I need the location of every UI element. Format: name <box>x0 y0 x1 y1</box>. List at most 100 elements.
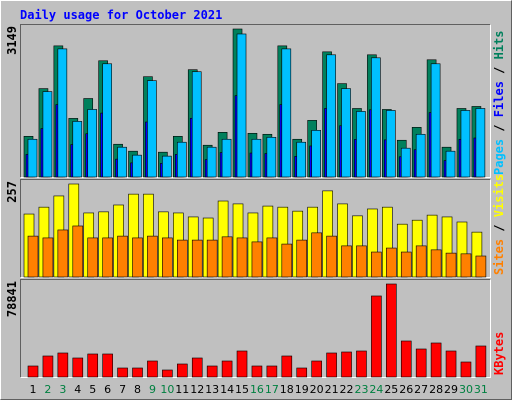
x-tick-label: 24 <box>369 383 383 396</box>
panel-frame-light <box>20 24 491 178</box>
bar <box>177 363 188 378</box>
x-tick-label: 5 <box>89 383 96 396</box>
bar <box>177 141 187 178</box>
bar <box>430 342 442 378</box>
bar <box>460 361 472 378</box>
bar <box>415 348 427 378</box>
bar <box>386 110 396 178</box>
bar <box>326 235 337 278</box>
bar <box>87 237 99 278</box>
x-tick-label: 1 <box>30 383 37 396</box>
bar <box>236 350 248 378</box>
bar <box>102 237 113 278</box>
bar <box>251 138 262 178</box>
bar <box>191 239 203 278</box>
x-tick-label: 17 <box>265 383 279 396</box>
bar <box>221 138 232 178</box>
x-tick-label: 26 <box>399 383 413 396</box>
x-tick-label: 2 <box>44 383 51 396</box>
bar <box>341 245 352 278</box>
bar <box>72 121 83 178</box>
bar <box>117 146 127 178</box>
x-tick-label: 12 <box>190 383 204 396</box>
x-tick-label: 8 <box>134 383 141 396</box>
bar <box>341 351 352 378</box>
bar <box>206 365 218 378</box>
bar <box>27 365 39 378</box>
x-tick-label: 30 <box>459 383 473 396</box>
legend-entry: Hits <box>492 30 506 59</box>
bar <box>87 109 98 178</box>
x-tick-label: 6 <box>104 383 111 396</box>
bar <box>460 110 471 178</box>
x-tick-label: 18 <box>280 383 294 396</box>
legend-entry: Sites <box>492 239 506 275</box>
bar <box>400 251 412 278</box>
panel-frame-dark <box>20 279 491 378</box>
x-tick-label: 27 <box>414 383 428 396</box>
bar <box>57 352 69 378</box>
bar <box>57 48 68 178</box>
x-tick-label: 4 <box>74 383 81 396</box>
y-tick-label: 78841 <box>5 281 19 317</box>
chart-title: Daily usage for October 2021 <box>20 8 222 22</box>
bar <box>117 235 128 278</box>
x-tick-label: 31 <box>474 383 488 396</box>
bar <box>162 237 173 278</box>
bar <box>266 365 278 378</box>
x-tick-label: 9 <box>149 383 156 396</box>
bar <box>177 239 188 278</box>
bar <box>445 252 457 278</box>
legend-entry: Pages <box>492 139 506 175</box>
x-tick-label: 20 <box>310 383 324 396</box>
x-tick-label: 7 <box>119 383 126 396</box>
bar <box>371 295 382 378</box>
bar <box>430 249 442 278</box>
bar <box>371 251 382 278</box>
bar <box>42 355 54 378</box>
bar <box>72 357 84 378</box>
bar <box>42 91 53 178</box>
x-tick-label: 3 <box>59 383 66 396</box>
legend: Pages / Files / Hits <box>492 30 506 175</box>
bar <box>132 237 143 278</box>
bar <box>386 247 397 278</box>
panel-frame-dark <box>20 179 491 278</box>
bar <box>266 136 277 178</box>
bar <box>221 360 233 378</box>
bar <box>356 245 367 278</box>
bar <box>132 154 142 178</box>
bar <box>191 357 203 378</box>
x-tick-label: 25 <box>384 383 398 396</box>
bar <box>356 350 367 378</box>
x-tick-label: 10 <box>160 383 174 396</box>
x-tick-label: 15 <box>235 383 249 396</box>
bar <box>371 57 381 178</box>
bar <box>132 367 143 378</box>
bar <box>236 33 247 178</box>
x-tick-label: 28 <box>429 383 443 396</box>
bar <box>296 141 307 178</box>
x-tick-label: 14 <box>220 383 234 396</box>
bar <box>147 235 158 278</box>
bar <box>162 369 173 378</box>
x-tick-label: 21 <box>325 383 339 396</box>
bar <box>445 150 456 178</box>
x-tick-label: 19 <box>295 383 309 396</box>
bar <box>475 255 487 278</box>
x-tick-label: 16 <box>250 383 264 396</box>
bar <box>102 353 113 378</box>
bar <box>251 365 263 378</box>
panel-frame-dark <box>20 24 491 178</box>
y-tick-label: 3149 <box>5 26 19 55</box>
x-tick-label: 13 <box>205 383 219 396</box>
bar <box>400 147 411 178</box>
bar <box>311 232 322 278</box>
bar <box>206 239 218 278</box>
x-tick-label: 23 <box>354 383 368 396</box>
panel-frame-light <box>20 179 491 278</box>
bar <box>191 71 202 178</box>
